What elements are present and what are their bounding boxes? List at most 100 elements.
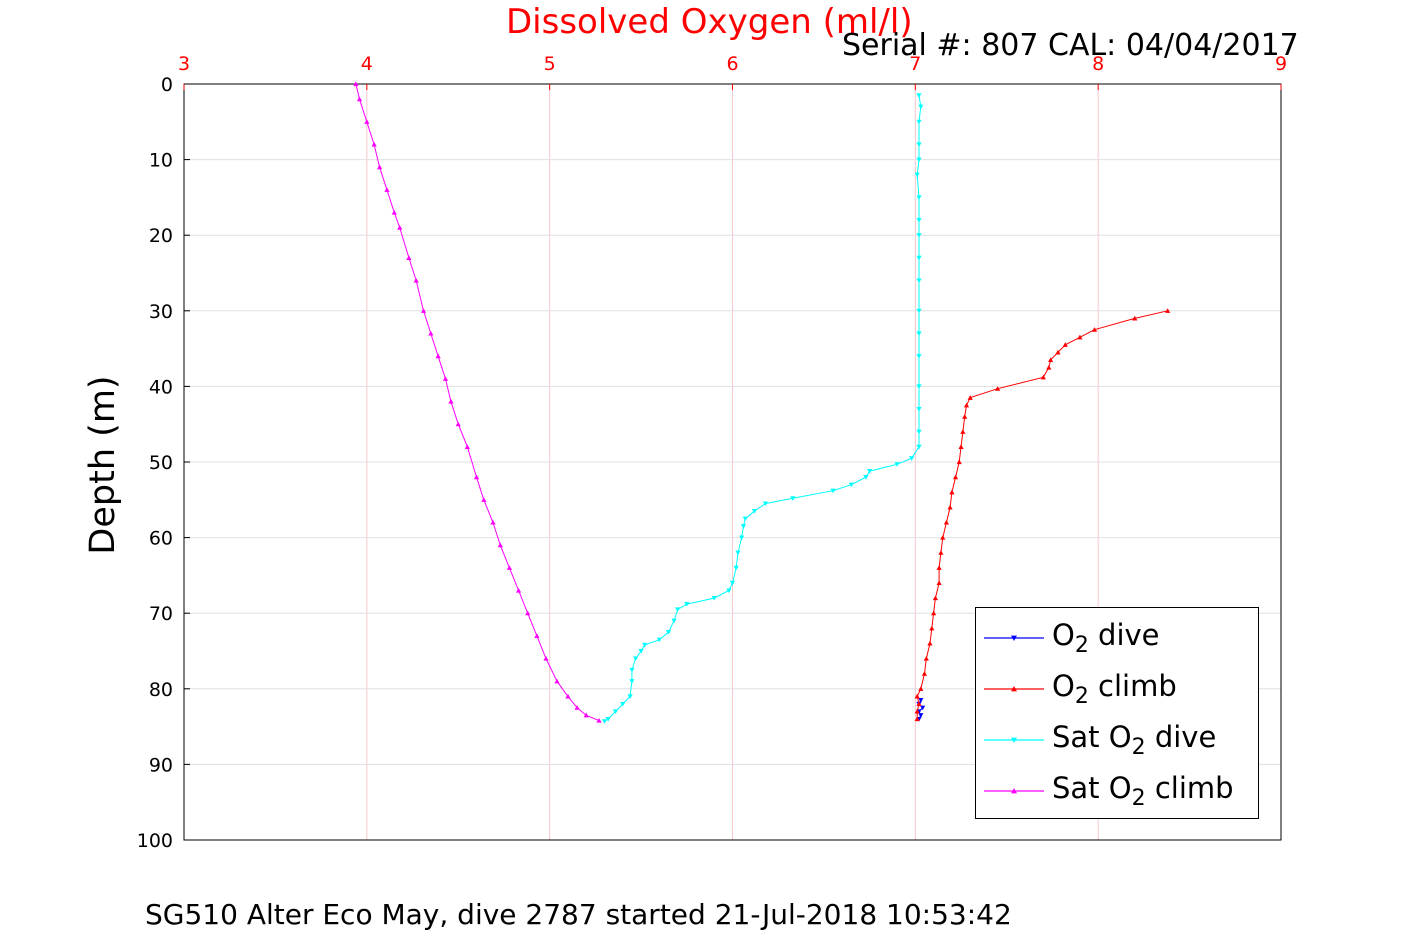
data-point: [413, 277, 419, 283]
legend-swatch: [984, 686, 1044, 692]
data-point: [931, 610, 937, 616]
x-tick-label: 5: [544, 53, 556, 75]
y-tick-label: 30: [149, 301, 173, 323]
series-layer: [353, 81, 1171, 724]
legend-swatch: [984, 635, 1044, 641]
data-point: [742, 516, 748, 522]
data-point: [848, 482, 854, 488]
data-point: [949, 489, 955, 495]
data-point: [464, 444, 470, 449]
data-point: [356, 96, 363, 102]
data-point: [583, 712, 589, 718]
data-point: [916, 233, 922, 238]
data-point: [916, 384, 922, 389]
legend-swatch: [984, 737, 1044, 743]
x-tick-label: 4: [361, 53, 373, 75]
data-point: [914, 708, 920, 714]
y-tick-label: 80: [149, 679, 173, 701]
data-point: [936, 580, 942, 586]
data-point: [601, 719, 608, 724]
data-point: [938, 550, 944, 555]
data-point: [735, 550, 741, 556]
y-tick-label: 40: [149, 376, 173, 398]
data-point: [420, 308, 427, 313]
data-point: [1091, 327, 1098, 332]
data-point: [916, 119, 922, 125]
legend-item: Sat O2 dive: [976, 716, 1258, 766]
data-point: [936, 565, 942, 570]
data-point: [916, 354, 922, 359]
data-point: [894, 462, 900, 467]
data-point: [435, 353, 441, 359]
data-point: [916, 308, 922, 314]
legend-item: O2 climb: [976, 665, 1258, 715]
data-point: [364, 119, 370, 124]
data-point: [384, 187, 390, 192]
legend-label-text: dive: [1145, 720, 1217, 754]
data-point: [909, 456, 915, 461]
legend-label-subscript: 2: [1131, 785, 1146, 811]
data-point: [790, 496, 796, 501]
data-point: [642, 642, 648, 648]
data-point: [506, 565, 513, 570]
data-point: [497, 542, 503, 548]
data-point: [455, 421, 461, 427]
data-point: [1132, 315, 1138, 321]
legend-swatch: [984, 788, 1044, 794]
data-point: [1062, 342, 1068, 347]
legend-label-subscript: 2: [1074, 683, 1089, 709]
data-point: [916, 218, 922, 223]
data-point: [1165, 308, 1171, 313]
y-axis-label: Depth (m): [83, 375, 123, 555]
data-point: [1055, 349, 1061, 355]
data-point: [916, 93, 922, 98]
data-point: [371, 141, 377, 147]
legend-item: Sat O2 climb: [976, 767, 1258, 817]
series-line: [604, 95, 922, 722]
data-point: [960, 429, 966, 434]
data-point: [916, 157, 922, 163]
data-point: [627, 694, 633, 699]
legend-label: Sat O2 dive: [1052, 720, 1216, 760]
data-point: [830, 488, 836, 494]
data-point: [921, 671, 928, 676]
data-point: [733, 565, 739, 571]
data-point: [473, 474, 480, 480]
legend: O2 dive O2 climb Sat O2 dive Sat O2 climb: [975, 607, 1259, 819]
data-point: [863, 475, 869, 480]
data-point: [739, 535, 745, 541]
data-point: [932, 595, 939, 601]
legend-label-text: climb: [1145, 771, 1234, 805]
data-point: [665, 630, 672, 635]
legend-label-subscript: 2: [1131, 734, 1146, 760]
x-tick-label: 8: [1092, 53, 1104, 75]
legend-label-text: Sat O: [1052, 720, 1132, 754]
data-point: [534, 633, 540, 638]
data-point: [656, 637, 662, 643]
series-2: [601, 93, 924, 724]
data-point: [995, 386, 1001, 391]
data-point: [543, 655, 549, 661]
data-point: [391, 209, 397, 215]
data-point: [916, 142, 922, 148]
y-tick-label: 0: [161, 74, 173, 96]
y-tick-label: 60: [149, 528, 173, 550]
data-point: [684, 602, 690, 607]
chart-caption: SG510 Alter Eco May, dive 2787 started 2…: [145, 898, 1012, 931]
data-point: [671, 618, 677, 624]
data-point: [620, 701, 626, 707]
data-point: [726, 588, 732, 594]
x-tick-label: 6: [726, 53, 738, 75]
legend-label-text: Sat O: [1052, 771, 1132, 805]
data-point: [963, 402, 970, 408]
data-point: [629, 679, 635, 684]
data-point: [675, 607, 681, 613]
data-point: [1046, 364, 1052, 370]
data-point: [958, 444, 964, 449]
data-point: [711, 596, 717, 601]
data-point: [923, 655, 929, 661]
data-point: [629, 667, 635, 673]
legend-item: O2 dive: [976, 614, 1258, 664]
data-point: [740, 524, 747, 529]
